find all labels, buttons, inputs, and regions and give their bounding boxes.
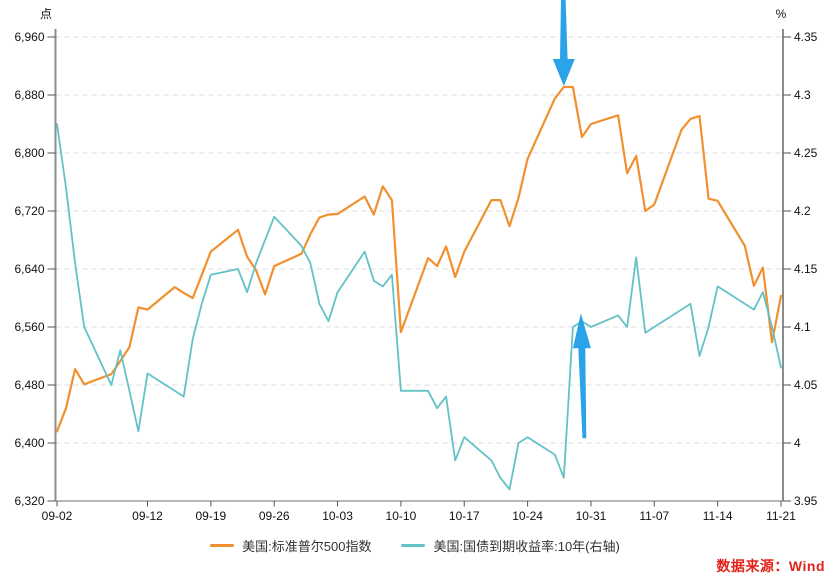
y-axis-right-label: 4.2 [794, 204, 811, 218]
annotation-arrow-up-icon [572, 313, 591, 439]
right-axis-unit: % [776, 7, 787, 21]
data-source-note: 数据来源：Wind [716, 558, 825, 574]
y-axis-right-label: 4.35 [794, 30, 818, 44]
x-axis-label: 09-12 [132, 509, 163, 523]
yield10y-line [56, 123, 782, 491]
y-axis-left-label: 6,320 [14, 494, 44, 508]
y-axis-right-label: 3.95 [794, 494, 818, 508]
x-axis-label: 11-14 [703, 509, 733, 523]
y-axis-right-label: 4.05 [794, 378, 818, 392]
x-axis-label: 10-03 [322, 509, 353, 523]
legend-item-sp500: 美国:标准普尔500指数 [210, 536, 371, 555]
annotation-arrow-down-icon [552, 0, 575, 86]
y-axis-right-label: 4.15 [794, 262, 818, 276]
legend: 美国:标准普尔500指数 美国:国债到期收益率:10年(右轴) [0, 536, 830, 555]
x-axis-label: 11-07 [639, 509, 669, 523]
y-axis-left-label: 6,480 [14, 378, 44, 392]
y-axis-left-label: 6,880 [14, 88, 44, 102]
x-axis-label: 09-26 [259, 509, 290, 523]
x-axis-label: 10-17 [449, 509, 480, 523]
y-axis-left-label: 6,800 [14, 146, 44, 160]
y-axis-left-label: 6,960 [14, 30, 44, 44]
y-axis-left-label: 6,400 [14, 436, 44, 450]
gridlines [55, 36, 783, 444]
tick-labels: 6,960 6,880 6,800 6,720 6,640 6,560 6,480 6,400… [14, 30, 817, 523]
x-axis-label: 09-19 [195, 509, 226, 523]
y-axis-right-label: 4.25 [794, 146, 818, 160]
left-axis-unit: 点 [40, 7, 52, 21]
y-axis-left-label: 6,560 [14, 320, 44, 334]
axes [54, 29, 784, 502]
x-axis-label: 10-24 [512, 509, 543, 523]
legend-swatch-sp500 [210, 544, 235, 547]
x-axis-label: 11-21 [766, 509, 796, 523]
sp500-line [55, 85, 783, 433]
legend-label-yield10y: 美国:国债到期收益率:10年(右轴) [433, 539, 620, 554]
legend-swatch-yield10y [401, 544, 426, 547]
x-axis-label: 09-02 [42, 509, 73, 523]
y-axis-left-label: 6,720 [14, 204, 44, 218]
x-axis-label: 10-31 [576, 509, 607, 523]
y-axis-right-label: 4 [794, 436, 801, 450]
x-axis-label: 10-10 [386, 509, 417, 523]
y-axis-left-label: 6,640 [14, 262, 44, 276]
legend-item-yield10y: 美国:国债到期收益率:10年(右轴) [401, 536, 620, 555]
legend-label-sp500: 美国:标准普尔500指数 [242, 539, 372, 554]
y-axis-right-label: 4.3 [794, 88, 811, 102]
y-axis-right-label: 4.1 [794, 320, 811, 334]
